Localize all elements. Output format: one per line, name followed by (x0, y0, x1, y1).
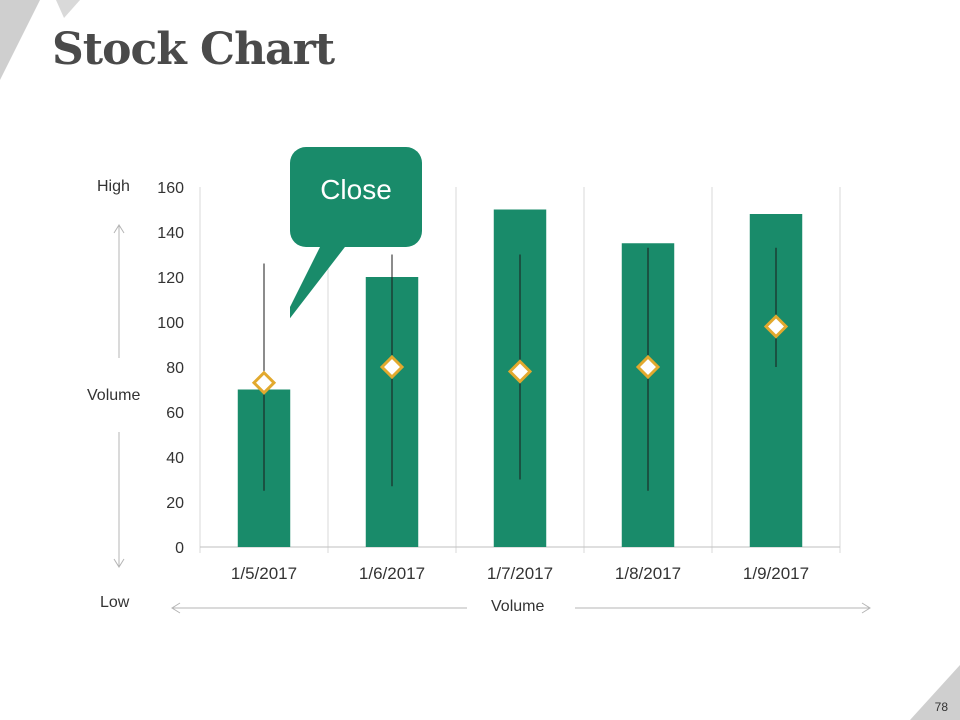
x-tick-label: 1/5/2017 (231, 564, 297, 583)
down-arrow-head (113, 558, 125, 568)
y-tick-label: 60 (166, 405, 184, 422)
page-number: 78 (934, 700, 948, 714)
right-arrow-head (861, 602, 871, 614)
volume-horizontal-label: Volume (491, 598, 545, 615)
close-marker (635, 354, 661, 380)
corner-decoration-top-left (0, 0, 80, 80)
high-label: High (97, 178, 130, 195)
y-tick-label: 0 (175, 540, 184, 557)
y-tick-label: 140 (157, 225, 184, 242)
y-tick-label: 160 (157, 180, 184, 197)
left-arrow-head (171, 602, 181, 614)
slide-title: Stock Chart (52, 24, 335, 75)
y-tick-label: 40 (166, 450, 184, 467)
close-marker (763, 314, 789, 339)
arrow-layer (113, 224, 871, 614)
close-marker (507, 359, 533, 384)
x-tick-label: 1/8/2017 (615, 564, 681, 583)
y-tick-label: 100 (157, 315, 184, 332)
corner-decoration-bottom-right (910, 665, 960, 720)
up-arrow-head (113, 224, 125, 234)
x-tick-label: 1/6/2017 (359, 564, 425, 583)
close-callout (290, 147, 422, 319)
tick-label-layer: 0 20 40 60 80 100 120 140 160 1/5/2017 1/6/2017 1/7… (157, 180, 809, 583)
y-tick-label: 20 (166, 495, 184, 512)
x-tick-label: 1/7/2017 (487, 564, 553, 583)
x-tick-label: 1/9/2017 (743, 564, 809, 583)
low-label: Low (100, 594, 130, 611)
close-marker-layer (251, 314, 789, 395)
y-tick-label: 120 (157, 270, 184, 287)
close-marker (379, 354, 405, 380)
close-marker (251, 370, 277, 395)
y-tick-label: 80 (166, 360, 184, 377)
callout-label: Close (320, 174, 392, 205)
volume-vertical-label: Volume (87, 387, 141, 404)
